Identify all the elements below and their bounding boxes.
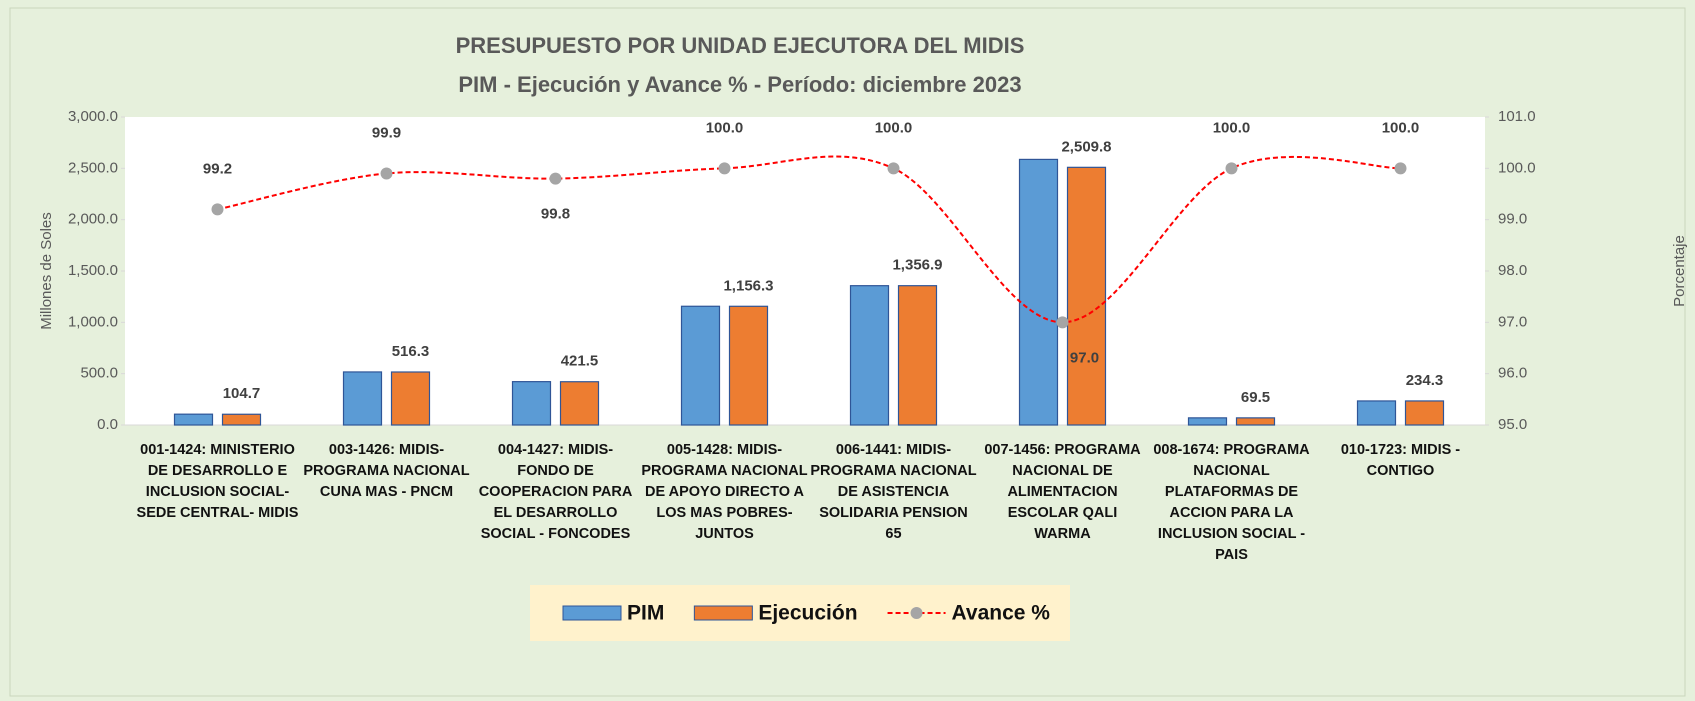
data-label: 69.5: [1241, 389, 1270, 406]
y2-tick-label: 98.0: [1498, 262, 1527, 279]
point: [211, 203, 224, 216]
y-tick-label: 1,500.0: [68, 262, 118, 279]
bar: [680, 305, 721, 426]
bar: [1018, 158, 1059, 426]
y2-tick-label: 100.0: [1498, 159, 1536, 176]
data-label: 104.7: [223, 385, 261, 402]
point: [718, 162, 731, 175]
y-tick-label: 2,000.0: [68, 211, 118, 228]
legend-swatch: [693, 605, 753, 621]
bar: [1404, 400, 1445, 426]
y2-tick-label: 95.0: [1498, 416, 1527, 433]
y-axis-title: Millones de Soles: [38, 212, 55, 330]
point: [1394, 162, 1407, 175]
bar: [1235, 417, 1276, 426]
x-tick-label: 006-1441: MIDIS- PROGRAMA NACIONAL DE AS…: [810, 442, 977, 542]
data-label: 100.0: [1382, 119, 1420, 136]
point: [380, 167, 393, 180]
data-label: 1,356.9: [892, 257, 942, 274]
data-label: 99.9: [372, 124, 401, 141]
point: [549, 172, 562, 185]
legend-label: Avance %: [952, 602, 1051, 625]
bar: [342, 371, 383, 426]
legend-label: PIM: [627, 602, 664, 625]
x-tick-label: 001-1424: MINISTERIO DE DESARROLLO E INC…: [136, 442, 299, 521]
legend-swatch: [562, 605, 622, 621]
data-label: 100.0: [706, 119, 744, 136]
bar: [390, 371, 431, 426]
bar: [1066, 166, 1107, 426]
plot-area: [125, 117, 1485, 425]
y-tick-label: 500.0: [80, 365, 118, 382]
x-tick-label: 010-1723: MIDIS - CONTIGO: [1340, 442, 1461, 479]
point: [1225, 162, 1238, 175]
legend-marker: [910, 607, 923, 619]
bar: [511, 381, 552, 426]
data-label: 100.0: [1213, 119, 1251, 136]
point: [1056, 316, 1069, 329]
data-label: 99.8: [541, 206, 570, 223]
y-tick-label: 0.0: [97, 416, 118, 433]
bar: [1187, 417, 1228, 426]
bar: [849, 285, 890, 426]
y-tick-label: 2,500.0: [68, 159, 118, 176]
chart-subtitle: PIM - Ejecución y Avance % - Período: di…: [458, 72, 1021, 97]
data-label: 2,509.8: [1061, 138, 1111, 155]
bar: [1356, 400, 1397, 426]
bar: [221, 413, 262, 426]
x-tick-label: 004-1427: MIDIS- FONDO DE COOPERACION PA…: [478, 442, 633, 542]
point: [887, 162, 900, 175]
bar: [559, 381, 600, 426]
y2-tick-label: 99.0: [1498, 211, 1527, 228]
data-label: 1,156.3: [723, 277, 773, 294]
bar: [173, 413, 214, 426]
y2-tick-label: 96.0: [1498, 365, 1527, 382]
data-label: 516.3: [392, 343, 430, 360]
legend-label: Ejecución: [758, 602, 857, 625]
x-tick-label: 003-1426: MIDIS- PROGRAMA NACIONAL CUNA …: [303, 442, 470, 500]
bar: [728, 305, 769, 426]
x-tick-label: 008-1674: PROGRAMA NACIONAL PLATAFORMAS …: [1153, 442, 1310, 563]
data-label: 421.5: [561, 353, 599, 370]
y2-tick-label: 101.0: [1498, 108, 1536, 125]
x-tick-label: 007-1456: PROGRAMA NACIONAL DE ALIMENTAC…: [984, 442, 1141, 542]
y2-tick-label: 97.0: [1498, 313, 1527, 330]
line: [217, 155, 1401, 324]
y-tick-label: 1,000.0: [68, 313, 118, 330]
x-tick-label: 005-1428: MIDIS- PROGRAMA NACIONAL DE AP…: [641, 442, 808, 542]
bar: [897, 285, 938, 426]
data-label: 97.0: [1070, 349, 1099, 366]
y-tick-label: 3,000.0: [68, 108, 118, 125]
data-label: 100.0: [875, 119, 913, 136]
data-label: 234.3: [1406, 372, 1444, 389]
y2-axis-title: Porcentaje: [1671, 235, 1688, 307]
data-label: 99.2: [203, 160, 232, 177]
chart-title: PRESUPUESTO POR UNIDAD EJECUTORA DEL MID…: [456, 33, 1025, 58]
